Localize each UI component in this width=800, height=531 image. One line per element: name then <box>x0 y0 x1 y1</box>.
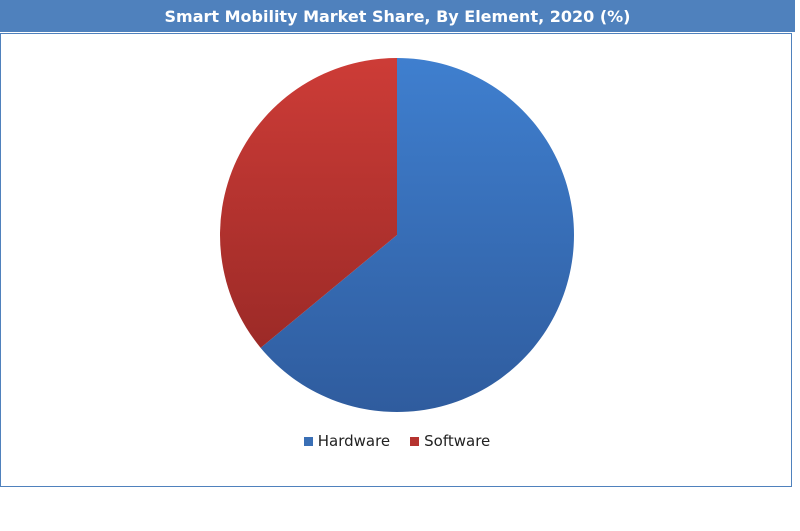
legend-label: Software <box>424 432 491 450</box>
pie-slice-software <box>220 57 397 348</box>
pie-slice-hardware <box>260 58 574 413</box>
chart-title: Smart Mobility Market Share, By Element,… <box>164 6 631 26</box>
legend-swatch <box>303 436 313 446</box>
chart-legend: Hardware Software <box>1 432 793 450</box>
legend-item-hardware: Hardware <box>303 432 391 450</box>
chart-title-bar: Smart Mobility Market Share, By Element,… <box>0 0 795 32</box>
chart-area: Hardware Software <box>0 33 792 487</box>
legend-item-software: Software <box>410 432 490 450</box>
legend-swatch <box>410 436 420 446</box>
legend-label: Hardware <box>317 432 391 450</box>
pie-chart <box>220 57 574 413</box>
